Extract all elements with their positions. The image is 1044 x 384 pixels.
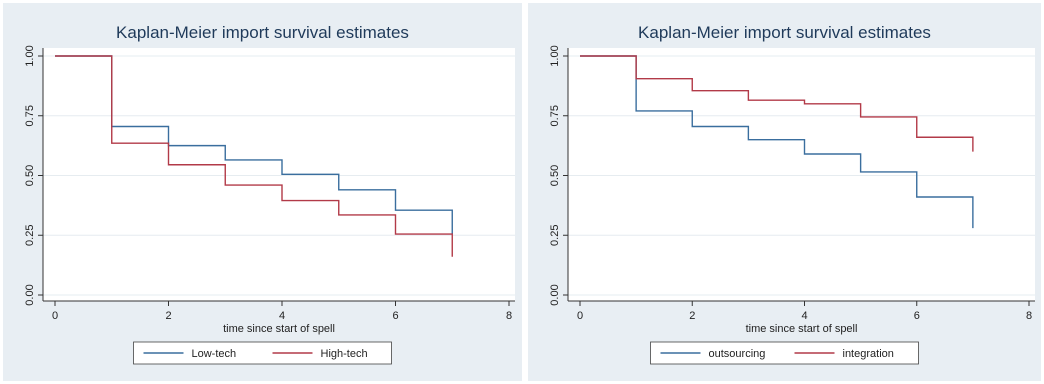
x-tick-label: 2 (689, 310, 695, 322)
legend-label: High-tech (321, 348, 368, 360)
y-tick-label: 0.75 (24, 105, 36, 126)
x-tick-label: 4 (279, 310, 285, 322)
legend-box (650, 341, 919, 365)
y-tick-label: 1.00 (24, 45, 36, 66)
legend-label: outsourcing (709, 348, 766, 360)
chart-panel-left: Kaplan-Meier import survival estimates 0.… (3, 3, 522, 381)
y-tick-label: 0.00 (549, 284, 561, 305)
x-tick-label: 6 (392, 310, 398, 322)
y-tick-label: 0.75 (549, 105, 561, 126)
x-tick-label: 0 (577, 310, 583, 322)
chart-panel-right: Kaplan-Meier import survival estimates 0.… (528, 3, 1041, 381)
chart-left: Kaplan-Meier import survival estimates 0.… (3, 3, 522, 381)
x-tick-label: 0 (52, 310, 58, 322)
plot-area (43, 48, 515, 301)
y-tick-label: 0.00 (24, 284, 36, 305)
x-tick-label: 8 (1026, 310, 1032, 322)
legend-label: integration (843, 348, 894, 360)
y-tick-label: 0.25 (24, 225, 36, 246)
y-tick-label: 0.50 (24, 165, 36, 186)
x-tick-label: 2 (165, 310, 171, 322)
series-line-2 (580, 55, 974, 152)
chart-title: Kaplan-Meier import survival estimates (116, 23, 409, 42)
x-tick-label: 8 (506, 310, 512, 322)
series-line-2 (55, 55, 453, 257)
chart-title: Kaplan-Meier import survival estimates (638, 23, 931, 42)
series-line-1 (580, 55, 974, 229)
x-axis-label: time since start of spell (223, 323, 335, 335)
y-tick-label: 1.00 (549, 45, 561, 66)
plot-area (568, 48, 1035, 301)
y-tick-label: 0.25 (549, 225, 561, 246)
x-tick-label: 6 (914, 310, 920, 322)
legend-label: Low-tech (192, 348, 237, 360)
legend-box (133, 341, 392, 365)
x-tick-label: 4 (801, 310, 807, 322)
chart-right: Kaplan-Meier import survival estimates 0.… (528, 3, 1041, 381)
x-axis-label: time since start of spell (746, 323, 858, 335)
series-line-1 (55, 55, 453, 235)
y-tick-label: 0.50 (549, 165, 561, 186)
